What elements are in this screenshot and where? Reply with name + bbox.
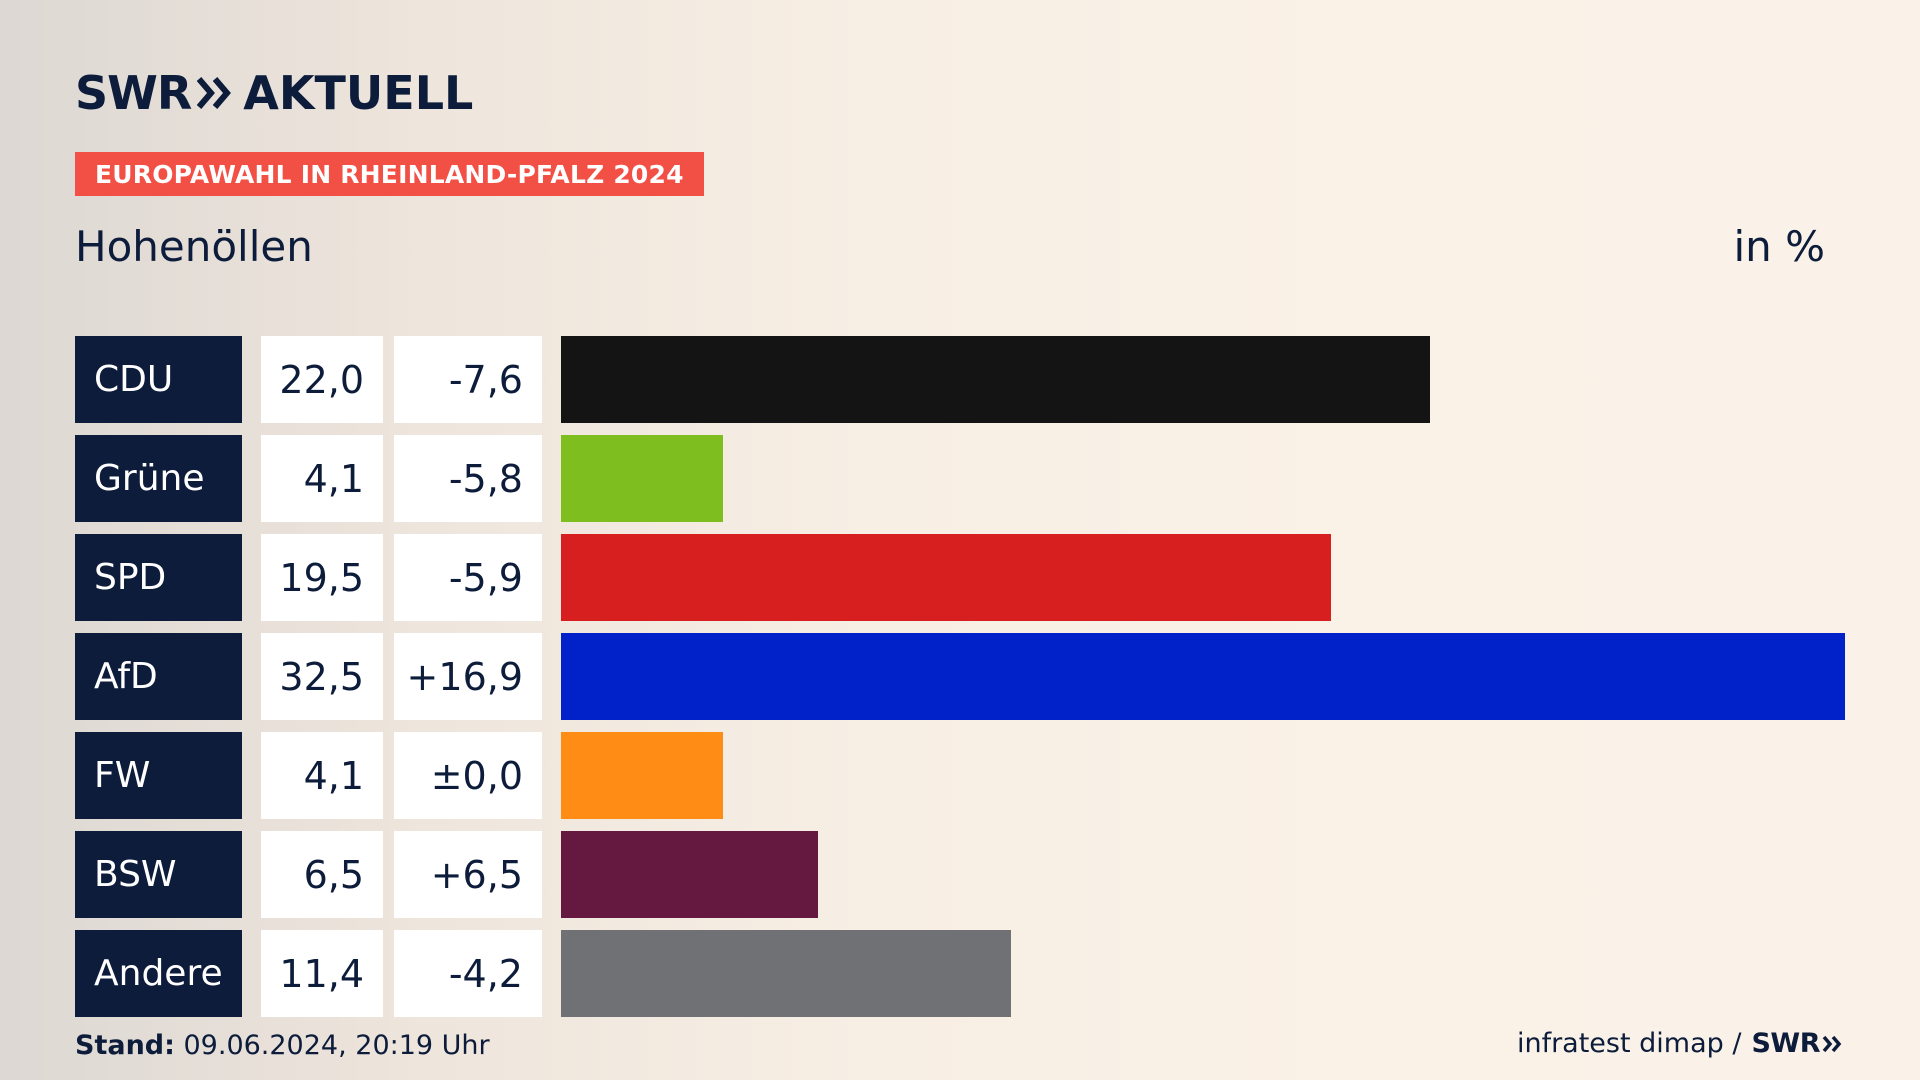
logo-swr-text: SWR xyxy=(75,66,192,120)
stand-value: 09.06.2024, 20:19 Uhr xyxy=(174,1030,490,1061)
result-bar xyxy=(561,336,1430,423)
vote-share-label: 11,4 xyxy=(261,930,383,1017)
party-label: SPD xyxy=(75,534,242,621)
party-label: BSW xyxy=(75,831,242,918)
change-label: -7,6 xyxy=(394,336,542,423)
result-bar xyxy=(561,732,723,819)
result-row-spd: SPD 19,5 -5,9 xyxy=(75,534,1845,621)
result-row-afd: AfD 32,5 +16,9 xyxy=(75,633,1845,720)
party-label: CDU xyxy=(75,336,242,423)
result-bar xyxy=(561,930,1011,1017)
double-chevron-icon-small xyxy=(1822,1035,1842,1052)
vote-share-label: 6,5 xyxy=(261,831,383,918)
result-bar xyxy=(561,435,723,522)
change-label: -4,2 xyxy=(394,930,542,1017)
party-label: Grüne xyxy=(75,435,242,522)
source-text: infratest dimap / xyxy=(1516,1028,1742,1059)
result-row-fw: FW 4,1 ±0,0 xyxy=(75,732,1845,819)
change-label: -5,8 xyxy=(394,435,542,522)
region-title: Hohenöllen xyxy=(75,222,313,271)
swr-aktuell-logo: SWR AKTUELL xyxy=(75,66,474,120)
result-row-grüne: Grüne 4,1 -5,8 xyxy=(75,435,1845,522)
change-label: ±0,0 xyxy=(394,732,542,819)
unit-label: in % xyxy=(1733,222,1825,271)
result-bar xyxy=(561,633,1845,720)
vote-share-label: 4,1 xyxy=(261,435,383,522)
stand-info: Stand: 09.06.2024, 20:19 Uhr xyxy=(75,1030,490,1061)
result-row-cdu: CDU 22,0 -7,6 xyxy=(75,336,1845,423)
vote-share-label: 19,5 xyxy=(261,534,383,621)
change-label: +16,9 xyxy=(394,633,542,720)
vote-share-label: 32,5 xyxy=(261,633,383,720)
change-label: +6,5 xyxy=(394,831,542,918)
result-row-bsw: BSW 6,5 +6,5 xyxy=(75,831,1845,918)
party-label: Andere xyxy=(75,930,242,1017)
vote-share-label: 4,1 xyxy=(261,732,383,819)
change-label: -5,9 xyxy=(394,534,542,621)
vote-share-label: 22,0 xyxy=(261,336,383,423)
logo-aktuell-text: AKTUELL xyxy=(243,66,474,120)
result-bar xyxy=(561,831,818,918)
election-tag: EUROPAWAHL IN RHEINLAND-PFALZ 2024 xyxy=(75,152,704,196)
result-row-andere: Andere 11,4 -4,2 xyxy=(75,930,1845,1017)
party-label: AfD xyxy=(75,633,242,720)
result-bar xyxy=(561,534,1331,621)
stand-label: Stand: xyxy=(75,1030,175,1061)
double-chevron-icon xyxy=(197,77,232,109)
party-label: FW xyxy=(75,732,242,819)
source-brand: SWR xyxy=(1751,1028,1820,1059)
source-credit: infratest dimap / SWR xyxy=(1517,1028,1844,1059)
